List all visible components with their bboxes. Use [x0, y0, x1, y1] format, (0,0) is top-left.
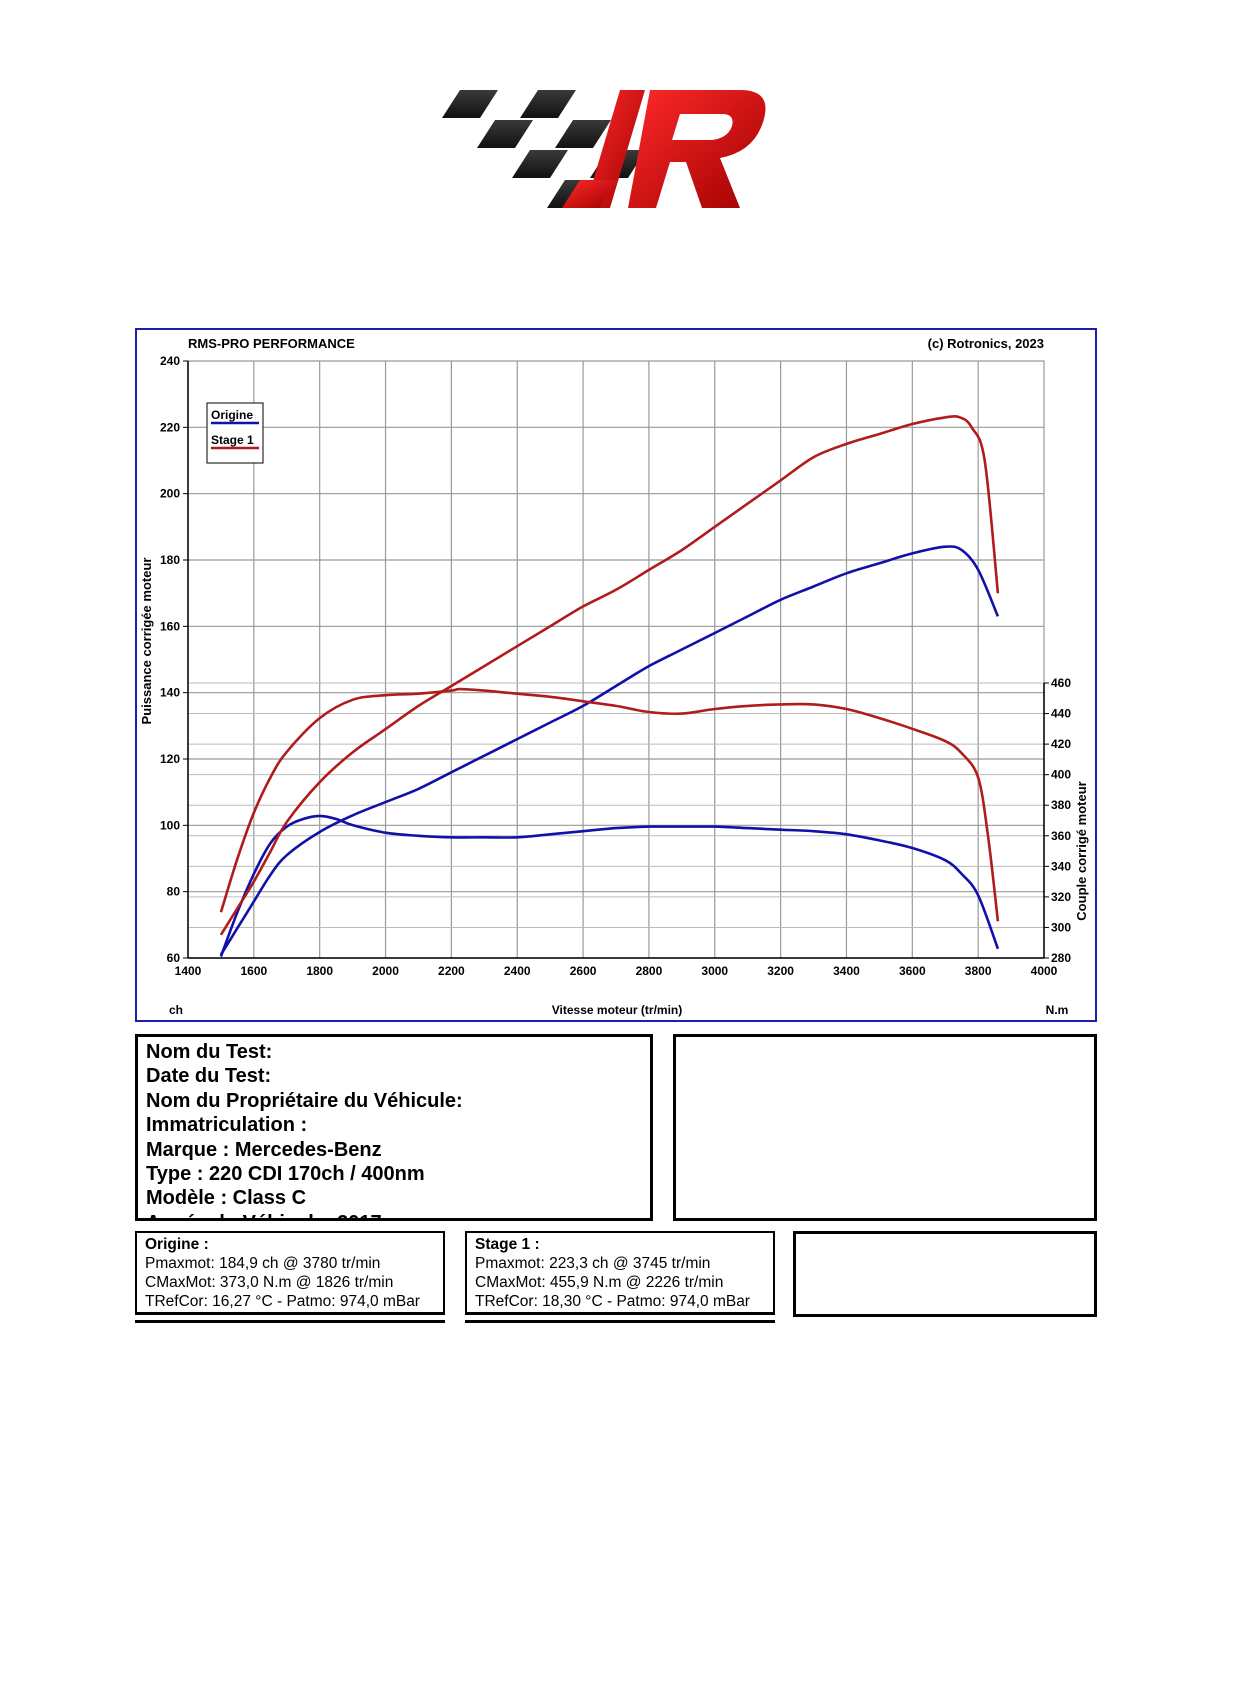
divider [135, 1320, 445, 1323]
y-tick-label-right: 300 [1051, 920, 1071, 934]
y-tick-label-left: 180 [160, 553, 180, 567]
summary-origine-pmax: Pmaxmot: 184,9 ch @ 3780 tr/min [145, 1255, 381, 1272]
x-unit-left: ch [169, 1003, 183, 1017]
legend-label-origine: Origine [211, 408, 253, 422]
y-tick-label-right: 420 [1051, 737, 1071, 751]
summary-stage1: Stage 1 : Pmaxmot: 223,3 ch @ 3745 tr/mi… [465, 1231, 775, 1315]
origine-power-line [219, 545, 1000, 956]
y-tick-label-left: 220 [160, 420, 180, 434]
chart-title: RMS-PRO PERFORMANCE [188, 336, 355, 351]
summary-stage1-cmax: CMaxMot: 455,9 N.m @ 2226 tr/min [475, 1274, 724, 1291]
extra-box [793, 1231, 1097, 1317]
y-tick-label-left: 200 [160, 487, 180, 501]
x-tick-label: 3800 [965, 964, 992, 978]
y-tick-label-right: 360 [1051, 829, 1071, 843]
x-tick-label: 1600 [240, 964, 267, 978]
dyno-chart: 1400 1600 1800 2000 2200 2400 2600 2800 3000 3200… [135, 328, 1097, 1022]
x-tick-label: 1800 [306, 964, 333, 978]
summary-stage1-header: Stage 1 : [475, 1236, 540, 1253]
registration: Immatriculation : [146, 1114, 308, 1137]
legend-label-stage1: Stage 1 [211, 433, 254, 447]
divider [465, 1320, 775, 1323]
x-tick-label: 2200 [438, 964, 465, 978]
summary-origine-tref: TRefCor: 16,27 °C - Patmo: 974,0 mBar [145, 1293, 420, 1310]
y-tick-label-right: 340 [1051, 859, 1071, 873]
x-tick-label: 2600 [570, 964, 597, 978]
y-tick-label-left: 240 [160, 354, 180, 368]
vehicle-year: Année du Véhicule: 2017 [146, 1211, 650, 1218]
plot-area [187, 360, 1045, 959]
test-name: Nom du Test: [146, 1041, 273, 1063]
x-tick-label: 3000 [701, 964, 728, 978]
stage1-torque-line [219, 687, 1000, 922]
legend: Origine Stage 1 [206, 402, 264, 464]
origine-torque-line [219, 814, 1000, 957]
test-date: Date du Test: [146, 1065, 272, 1088]
vehicle-owner: Nom du Propriétaire du Véhicule: [146, 1089, 463, 1112]
rms-logo [442, 90, 766, 208]
notes-box [673, 1034, 1097, 1221]
y-tick-label-right: 380 [1051, 798, 1071, 812]
y-tick-label-left: 100 [160, 818, 180, 832]
y-axis-label-right: Couple corrigé moteur [1074, 781, 1089, 920]
x-tick-label: 3400 [833, 964, 860, 978]
vehicle-brand: Marque : Mercedes-Benz [146, 1138, 382, 1161]
y-tick-label-left: 120 [160, 752, 180, 766]
vehicle-type: Type : 220 CDI 170ch / 400nm [146, 1163, 425, 1186]
summary-stage1-tref: TRefCor: 18,30 °C - Patmo: 974,0 mBar [475, 1293, 750, 1310]
x-tick-label: 3200 [767, 964, 794, 978]
x-unit-right: N.m [1046, 1003, 1069, 1017]
y-tick-label-right: 400 [1051, 768, 1071, 782]
stage1-power-line [219, 415, 1000, 936]
y-tick-label-left: 160 [160, 619, 180, 633]
summary-origine: Origine : Pmaxmot: 184,9 ch @ 3780 tr/mi… [135, 1231, 445, 1315]
y-tick-label-left: 140 [160, 686, 180, 700]
x-tick-label: 4000 [1031, 964, 1058, 978]
summary-stage1-pmax: Pmaxmot: 223,3 ch @ 3745 tr/min [475, 1255, 711, 1272]
summary-origine-header: Origine : [145, 1236, 209, 1253]
test-info-box: Nom du Test: Date du Test: Nom du Propri… [135, 1034, 653, 1221]
vehicle-model: Modèle : Class C [146, 1187, 307, 1210]
chart-copyright: (c) Rotronics, 2023 [928, 336, 1044, 351]
y-tick-label-left: 60 [167, 951, 181, 965]
x-tick-label: 1400 [175, 964, 202, 978]
y-tick-label-right: 280 [1051, 951, 1071, 965]
x-tick-label: 2400 [504, 964, 531, 978]
x-tick-label: 2000 [372, 964, 399, 978]
x-tick-label: 3600 [899, 964, 926, 978]
summary-origine-cmax: CMaxMot: 373,0 N.m @ 1826 tr/min [145, 1274, 394, 1291]
y-axis-label-left: Puissance corrigée moteur [139, 558, 154, 725]
x-tick-label: 2800 [636, 964, 663, 978]
y-tick-label-right: 460 [1051, 676, 1071, 690]
y-tick-label-right: 320 [1051, 890, 1071, 904]
y-tick-label-right: 440 [1051, 707, 1071, 721]
y-tick-label-left: 80 [167, 885, 181, 899]
chart-canvas: 1400 1600 1800 2000 2200 2400 2600 2800 3000 3200… [139, 336, 1089, 1017]
x-axis-label: Vitesse moteur (tr/min) [552, 1003, 682, 1017]
